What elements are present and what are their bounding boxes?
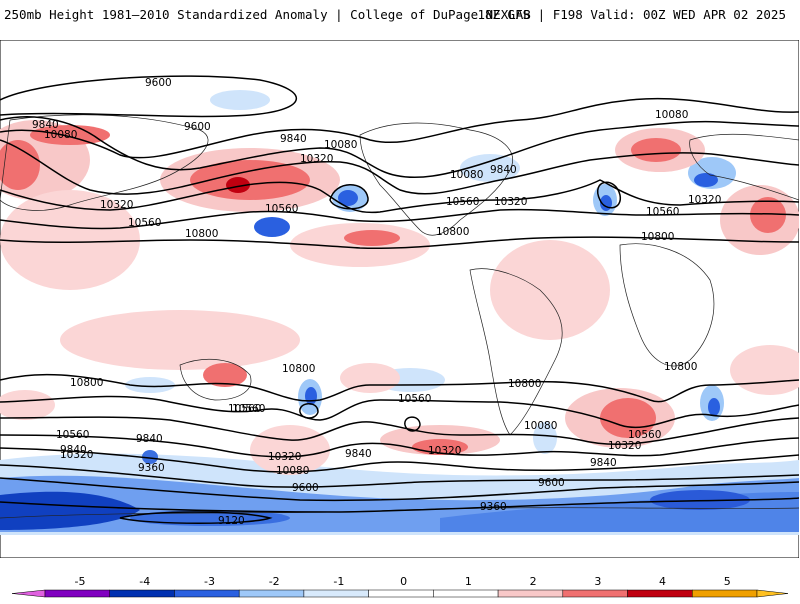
colorbar-swatch xyxy=(44,589,110,598)
contour-label: 10320 xyxy=(494,196,527,208)
contour-label: 10320 xyxy=(100,199,133,211)
contour-label: 10800 xyxy=(508,378,541,390)
contour-label: 10320 xyxy=(428,445,461,457)
contour-label: 10560 xyxy=(628,429,661,441)
coastlines xyxy=(0,114,799,519)
colorbar-swatch xyxy=(303,589,369,598)
contour-label: 9360 xyxy=(138,462,165,474)
contour-label: 9840 xyxy=(345,448,372,460)
contour-label: 10320 xyxy=(608,440,641,452)
contour-labels: 9600 9600 9840 10080 9840 10080 10320 10… xyxy=(32,77,721,527)
colorbar-tick-label: -4 xyxy=(139,575,150,588)
colorbar-swatch xyxy=(756,589,789,598)
contour-label: 10800 xyxy=(70,377,103,389)
colorbar: -5 -4 -3 -2 -1 0 1 2 3 4 5 xyxy=(0,570,800,600)
contour-label: 10560 xyxy=(265,203,298,215)
contour-label: 10080 xyxy=(655,109,688,121)
contour-label: 9600 xyxy=(538,477,565,489)
colorbar-tick-label: 0 xyxy=(400,575,407,588)
contour-label: 9840 xyxy=(590,457,617,469)
contour-label: 10800 xyxy=(185,228,218,240)
contour-label: 10800 xyxy=(436,226,469,238)
colorbar-tick-label: -5 xyxy=(75,575,86,588)
map-title: 250mb Height 1981—2010 Standardized Anom… xyxy=(4,7,531,22)
colorbar-tick-label: -1 xyxy=(333,575,344,588)
contour-label: 9840 xyxy=(60,444,87,456)
anomaly-map[interactable]: 9600 9600 9840 10080 9840 10080 10320 10… xyxy=(0,40,799,558)
colorbar-swatch xyxy=(627,589,693,598)
colorbar-swatch xyxy=(174,589,240,598)
colorbar-tick-label: -3 xyxy=(204,575,215,588)
colorbar-swatches xyxy=(11,589,789,598)
positive-anomaly-shading xyxy=(0,120,799,475)
contour-label: 10560 xyxy=(56,429,89,441)
colorbar-swatch xyxy=(562,589,628,598)
header: 250mb Height 1981—2010 Standardized Anom… xyxy=(0,0,800,30)
contour-label: 10800 xyxy=(641,231,674,243)
map-svg: 9600 9600 9840 10080 9840 10080 10320 10… xyxy=(0,40,799,558)
contour-label: 9840 xyxy=(490,164,517,176)
contour-label: 10080 xyxy=(450,169,483,181)
height-contours xyxy=(0,75,799,524)
colorbar-tick-label: 3 xyxy=(594,575,601,588)
contour-label: 10560 xyxy=(128,217,161,229)
colorbar-swatch xyxy=(497,589,564,598)
colorbar-tick-label: 2 xyxy=(530,575,537,588)
contour-label: 10320 xyxy=(688,194,721,206)
colorbar-swatch xyxy=(11,589,46,598)
contour-label: 10320 xyxy=(268,451,301,463)
colorbar-tick-label: -2 xyxy=(269,575,280,588)
colorbar-tick-labels: -5 -4 -3 -2 -1 0 1 2 3 4 5 xyxy=(75,575,731,588)
contour-label: 10080 xyxy=(524,420,557,432)
contour-label: 10560 xyxy=(446,196,479,208)
contour-label: 10560 xyxy=(398,393,431,405)
contour-label: 10080 xyxy=(324,139,357,151)
contour-label: 10560 xyxy=(228,403,261,415)
contour-label: 10080 xyxy=(276,465,309,477)
contour-label: 10080 xyxy=(44,129,77,141)
contour-label: 9120 xyxy=(218,515,245,527)
colorbar-swatch xyxy=(692,589,758,598)
contour-label: 10560 xyxy=(232,403,265,415)
colorbar-svg: -5 -4 -3 -2 -1 0 1 2 3 4 5 xyxy=(11,575,789,598)
contour-label: 9360 xyxy=(480,501,507,513)
colorbar-tick-label: 4 xyxy=(659,575,666,588)
colorbar-swatch xyxy=(433,589,499,598)
contour-label: 9840 xyxy=(136,433,163,445)
negative-anomaly-shading xyxy=(0,90,799,535)
model-valid-time: 18Z GFS | F198 Valid: 00Z WED APR 02 202… xyxy=(477,7,786,22)
colorbar-tick-label: 1 xyxy=(465,575,472,588)
contour-label: 9600 xyxy=(145,77,172,89)
colorbar-tick-label: 5 xyxy=(724,575,731,588)
colorbar-swatch xyxy=(368,589,434,598)
contour-label: 10800 xyxy=(282,363,315,375)
contour-label: 10560 xyxy=(646,206,679,218)
contour-label: 10320 xyxy=(300,153,333,165)
contour-label: 10320 xyxy=(60,449,93,461)
colorbar-swatch xyxy=(238,589,305,598)
contour-label: 9600 xyxy=(184,121,211,133)
contour-label: 9840 xyxy=(32,119,59,131)
colorbar-swatch xyxy=(109,589,175,598)
contour-label: 10800 xyxy=(664,361,697,373)
contour-label: 9600 xyxy=(292,482,319,494)
contour-label: 9840 xyxy=(280,133,307,145)
